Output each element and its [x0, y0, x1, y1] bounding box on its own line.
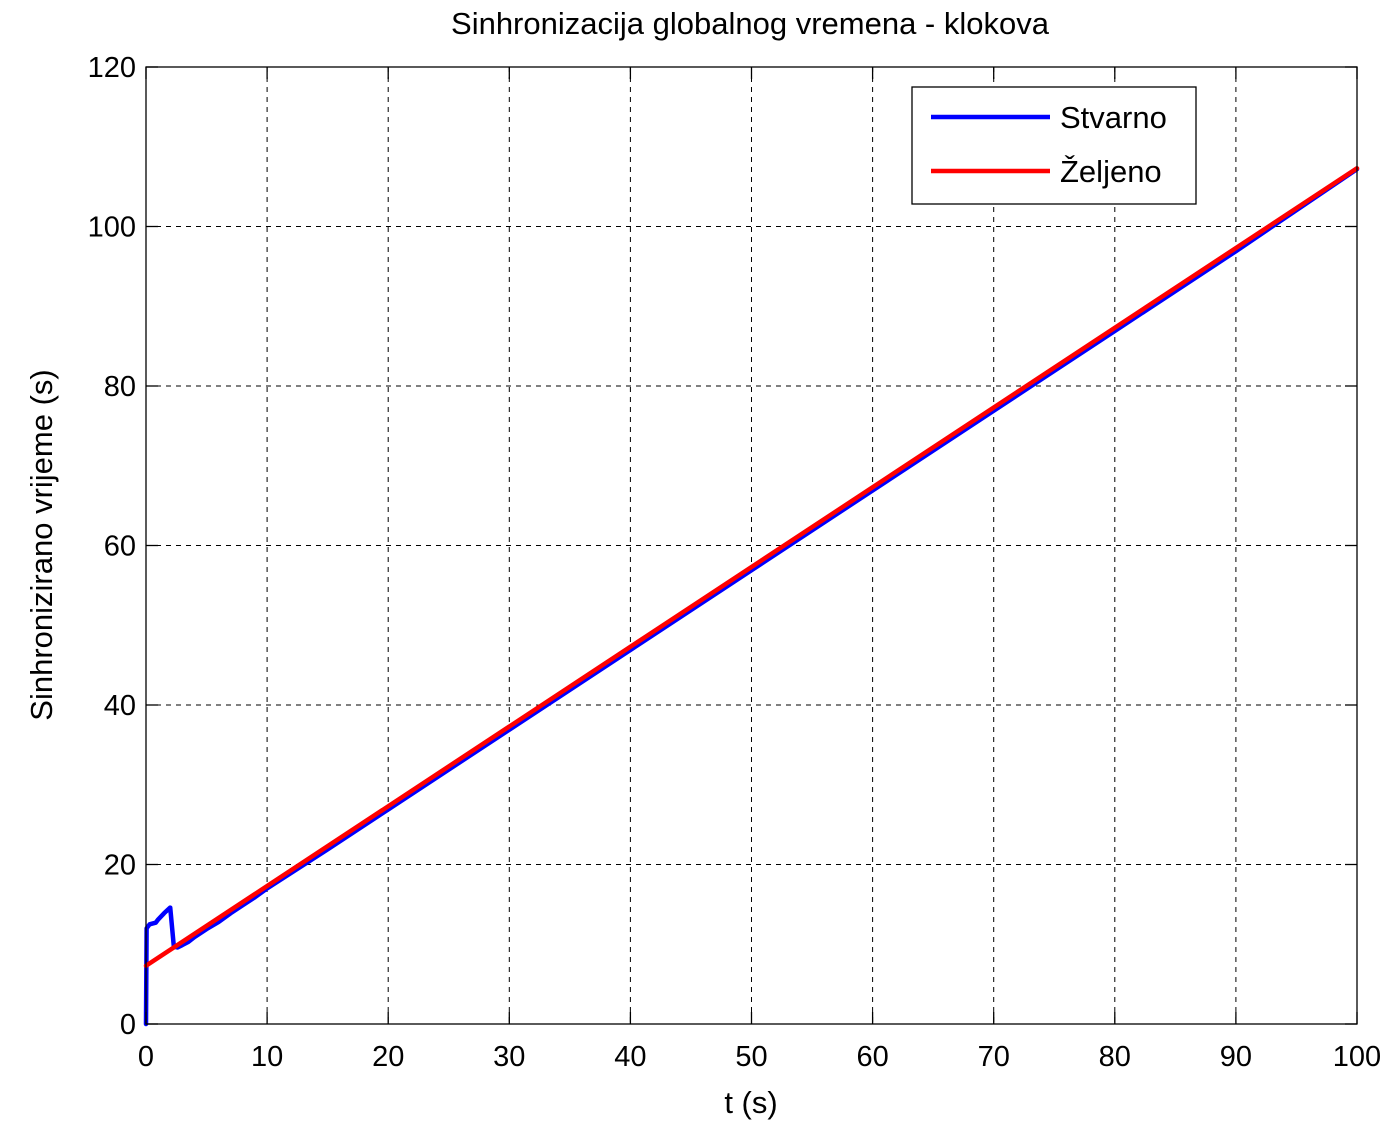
- y-tick-label: 20: [104, 850, 136, 882]
- x-tick-label: 50: [735, 1041, 767, 1073]
- x-tick-label: 30: [493, 1041, 525, 1073]
- plot-series: [143, 166, 1360, 1027]
- grid: [146, 67, 1357, 1024]
- y-tick-label: 40: [104, 690, 136, 722]
- y-tick-label: 60: [104, 531, 136, 563]
- y-tick-label: 0: [120, 1009, 136, 1041]
- y-tick-label: 120: [88, 52, 136, 84]
- x-tick-label: 60: [856, 1041, 888, 1073]
- y-tick-label: 100: [88, 212, 136, 244]
- y-axis-label: Sinhronizirano vrijeme (s): [24, 369, 59, 720]
- legend-label-stvarno: Stvarno: [1060, 100, 1167, 135]
- x-tick-label: 20: [372, 1041, 404, 1073]
- x-tick-label: 100: [1333, 1041, 1381, 1073]
- y-tick-label: 80: [104, 371, 136, 403]
- legend-box: [911, 86, 1197, 205]
- x-axis-label: t (s): [724, 1085, 777, 1120]
- x-tick-label: 90: [1220, 1041, 1252, 1073]
- axis-ticks: 0 10 20 30 40 50 60 70 80 90 100 0 20 40 60 80 100 120: [88, 52, 1382, 1073]
- x-tick-label: 80: [1099, 1041, 1131, 1073]
- legend-label-zeljeno: Željeno: [1060, 154, 1162, 189]
- x-tick-label: 0: [138, 1041, 154, 1073]
- chart-title: Sinhronizacija globalnog vremena - kloko…: [451, 6, 1050, 41]
- x-tick-label: 70: [978, 1041, 1010, 1073]
- x-tick-label: 40: [614, 1041, 646, 1073]
- series-line-zeljeno: [143, 166, 1360, 969]
- legend: Stvarno Željeno: [911, 86, 1197, 205]
- series-line-stvarno: [143, 166, 1360, 1027]
- x-tick-label: 10: [251, 1041, 283, 1073]
